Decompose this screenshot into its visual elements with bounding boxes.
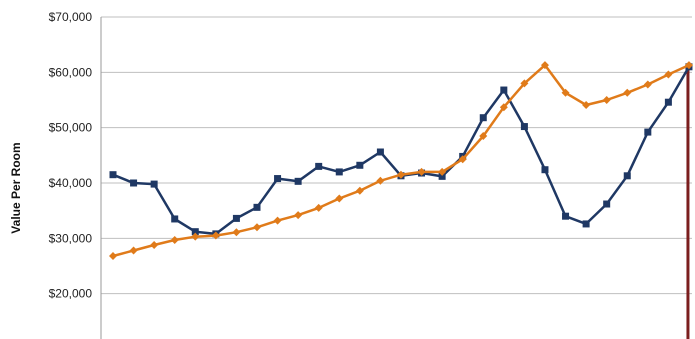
y-tick-label: $60,000 [49,65,93,79]
y-tick-label: $20,000 [49,287,93,301]
data-point [355,186,364,195]
data-point [438,172,446,180]
data-point [191,232,200,241]
data-point [170,235,179,244]
data-point [109,252,117,261]
data-point [479,114,487,122]
data-point [582,100,591,109]
y-tick-label: $70,000 [49,10,93,24]
data-point [562,212,570,220]
data-point [273,216,282,225]
y-tick-label: $50,000 [49,121,93,135]
data-point [582,220,590,228]
data-point [109,171,117,179]
series-line [112,66,691,236]
data-point [314,203,323,212]
data-point [438,167,447,176]
data-point [623,172,631,180]
data-point [294,177,302,185]
data-point [499,103,508,112]
series-line [112,63,690,258]
data-point [602,95,611,104]
data-point [479,131,488,140]
data-point [335,194,344,203]
data-point [644,128,652,136]
y-tick-labels: $20,000 $30,000 $40,000 $50,000 $60,000 $70,0… [49,10,93,301]
data-point [253,203,261,211]
data-point [129,246,138,255]
data-point [191,228,199,236]
data-point [561,88,570,97]
data-point [541,166,549,174]
series-lines [109,61,693,261]
data-point [623,88,632,97]
series-1 [109,63,693,238]
data-point [211,231,220,240]
data-point [274,175,282,183]
y-tick-label: $40,000 [49,176,93,190]
data-point [664,70,673,79]
data-point [603,200,611,208]
y-tick-label: $30,000 [49,231,93,245]
y-axis-title: Value Per Room [9,142,23,233]
data-point [150,240,159,249]
data-point [684,61,693,70]
data-point [520,123,528,131]
data-point [376,148,384,156]
gridlines [101,16,692,295]
data-point [458,155,467,164]
data-point [252,223,261,232]
data-point [356,161,364,169]
data-point [130,179,138,187]
data-point [232,214,240,222]
data-point [664,98,672,106]
data-point [540,61,549,70]
data-point [294,211,303,220]
data-point [150,180,158,188]
data-point [643,80,652,89]
data-point [500,86,508,94]
data-point [520,79,529,88]
data-point [171,215,179,223]
series-2 [109,61,693,261]
data-point [396,170,405,179]
data-point [335,168,343,176]
data-point [417,167,426,176]
data-point [232,228,241,237]
data-point [376,176,385,185]
data-point [315,162,323,170]
